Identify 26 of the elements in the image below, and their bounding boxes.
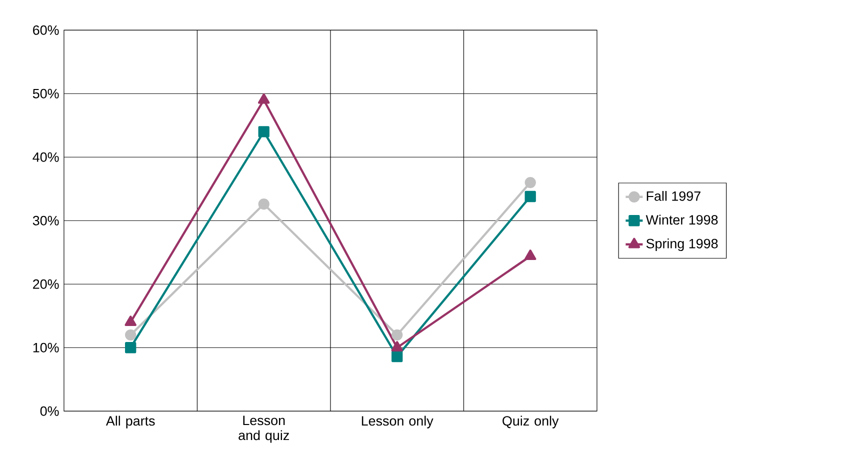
- point: [524, 190, 536, 202]
- point: [124, 316, 136, 326]
- point: [391, 341, 403, 352]
- point: [524, 250, 536, 260]
- point: [258, 198, 270, 210]
- x-tick-label: All parts: [106, 416, 155, 428]
- y-tick-label: 0%: [40, 406, 59, 416]
- y-tick-label: 30%: [32, 216, 59, 226]
- x-tick-label: Quiz only: [502, 416, 559, 428]
- point: [392, 329, 403, 340]
- legend-label: Fall 1997: [646, 190, 700, 201]
- x-tick-label: Lesson and quiz: [238, 416, 289, 443]
- y-tick-label: 50%: [32, 88, 59, 98]
- y-tick-label: 60%: [33, 25, 59, 35]
- point: [258, 126, 270, 138]
- point: [125, 329, 136, 340]
- y-tick-label: 20%: [33, 279, 59, 289]
- x-tick-label: Lesson only: [362, 416, 434, 428]
- legend-label: Winter 1998: [646, 214, 718, 225]
- legend-label: Spring 1998: [646, 238, 718, 252]
- point: [258, 93, 270, 104]
- y-tick-label: 40%: [32, 152, 59, 162]
- point: [125, 342, 136, 354]
- point: [524, 176, 536, 188]
- y-tick-label: 10%: [33, 342, 59, 352]
- point: [392, 350, 403, 362]
